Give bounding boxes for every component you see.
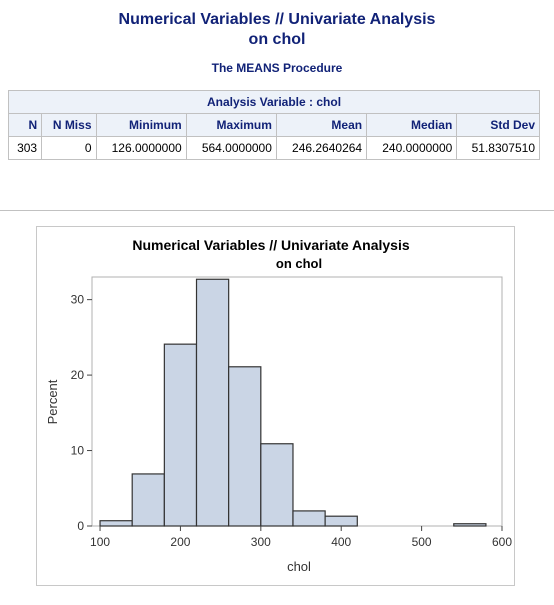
y-tick-label: 0 [77, 519, 84, 533]
cell-maximum: 564.0000000 [185, 136, 277, 160]
table-header-row: N N Miss Minimum Maximum Mean Median Std… [7, 113, 540, 137]
cell-n-miss: 0 [41, 136, 97, 160]
header-median: Median [366, 113, 458, 137]
histogram-bar [292, 510, 326, 527]
histogram-bar [453, 523, 487, 527]
header-n-miss: N Miss [41, 113, 97, 137]
histogram-bar [195, 278, 230, 527]
y-tick-label: 10 [71, 444, 85, 458]
header-maximum: Maximum [185, 113, 277, 137]
y-tick-label: 30 [71, 293, 85, 307]
procedure-name: The MEANS Procedure [211, 61, 343, 75]
plot-area: 0 10 20 30 100 200 300 400 500 600 [71, 276, 512, 549]
histogram-chart: Numerical Variables // Univariate Analys… [45, 237, 512, 574]
histogram-bar [228, 366, 262, 527]
chart-subtitle: on chol [276, 256, 322, 271]
chart-title: Numerical Variables // Univariate Analys… [132, 237, 410, 253]
analysis-variable-caption: Analysis Variable : chol [8, 90, 540, 114]
x-tick-label: 200 [170, 535, 190, 549]
header-mean: Mean [275, 113, 368, 137]
report-title: Numerical Variables // Univariate Analys… [118, 11, 436, 28]
header-n: N [7, 113, 43, 137]
y-tick-label: 20 [71, 368, 85, 382]
cell-median: 240.0000000 [366, 136, 458, 160]
header-std-dev: Std Dev [456, 113, 540, 137]
x-tick-label: 100 [90, 535, 110, 549]
x-tick-label: 500 [412, 535, 432, 549]
x-tick-label: 300 [251, 535, 271, 549]
x-tick-label: 400 [331, 535, 351, 549]
cell-minimum: 126.0000000 [95, 136, 187, 160]
means-table: Analysis Variable : chol N N Miss Minimu… [7, 90, 540, 160]
cell-mean: 246.2640264 [275, 136, 368, 160]
histogram-bar [99, 520, 133, 527]
section-divider [0, 210, 554, 211]
histogram-bar [163, 343, 198, 527]
cell-std-dev: 51.8307510 [456, 136, 540, 160]
x-axis-label: chol [287, 559, 311, 574]
table-row: 303 0 126.0000000 564.0000000 246.264026… [7, 136, 540, 160]
x-tick-label: 600 [492, 535, 512, 549]
histogram-bar [131, 473, 165, 527]
cell-n: 303 [7, 136, 43, 160]
histogram-bar [324, 515, 358, 527]
report-title-line2: on chol [248, 31, 306, 48]
histogram-bar [260, 443, 294, 527]
table-caption-row: Analysis Variable : chol [8, 90, 540, 114]
header-minimum: Minimum [95, 113, 187, 137]
histogram-frame: Numerical Variables // Univariate Analys… [36, 226, 515, 586]
y-axis-label: Percent [45, 379, 60, 424]
